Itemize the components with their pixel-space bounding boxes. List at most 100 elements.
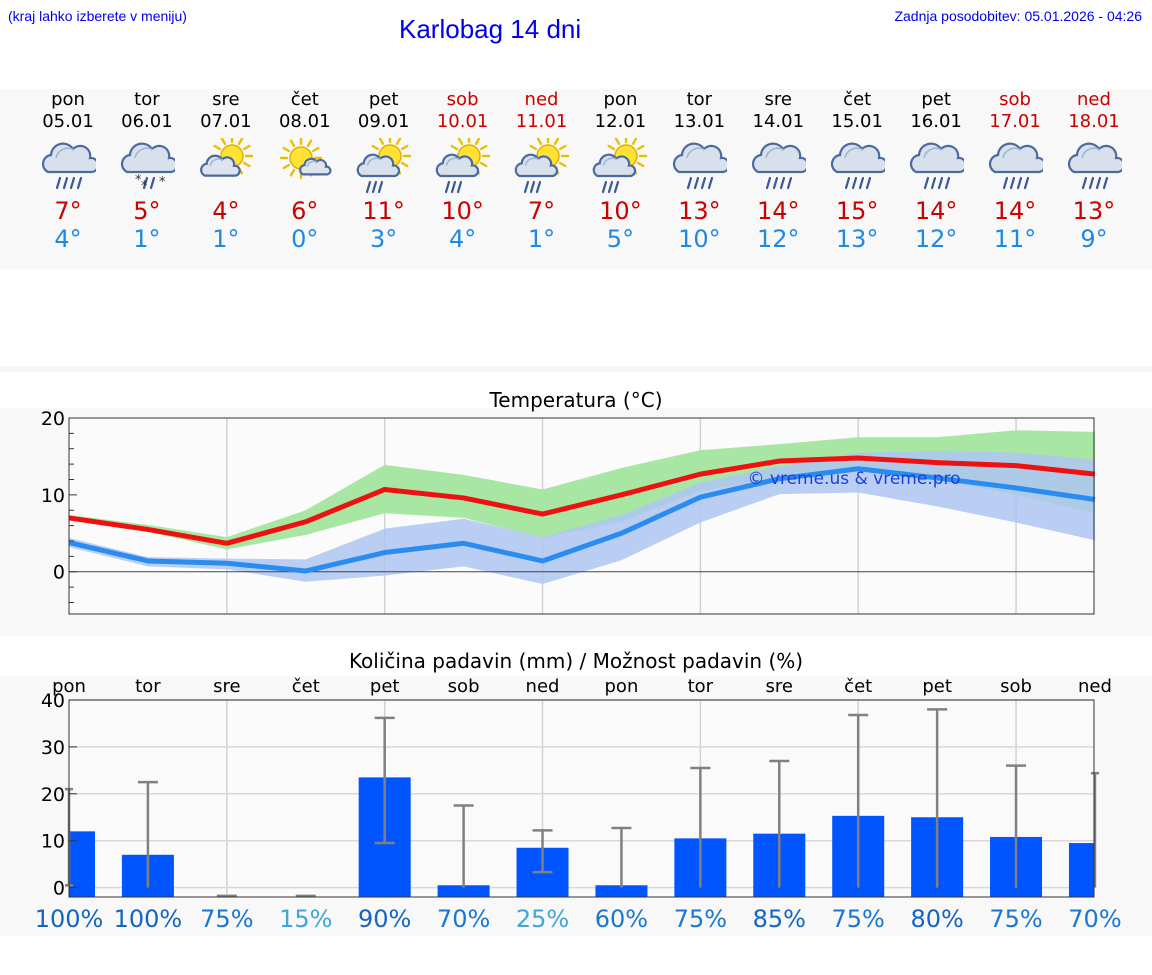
day-date: 07.01: [200, 111, 252, 132]
min-temperature: 12°: [756, 225, 800, 253]
y-tick-label: 10: [41, 485, 65, 507]
x-day-label: čet: [292, 676, 320, 697]
max-temperature-line: [68, 455, 1096, 546]
day-date: 16.01: [910, 111, 962, 132]
day-date: 17.01: [989, 111, 1041, 132]
sun-cloud-rain-icon: [514, 138, 569, 194]
x-day-label: tor: [135, 676, 161, 697]
max-temperature: 5°: [133, 197, 161, 225]
day-name: tor: [134, 89, 160, 110]
x-day-label: pon: [52, 676, 86, 697]
day-date: 13.01: [673, 111, 726, 132]
precipitation-probability: 90%: [358, 905, 411, 933]
precipitation-probability: 80%: [910, 905, 963, 933]
x-day-label: pet: [922, 676, 952, 697]
min-temperature: 4°: [54, 225, 82, 253]
max-temperature: 7°: [54, 197, 82, 225]
min-temperature: 9°: [1080, 225, 1108, 253]
max-temperature: 15°: [835, 197, 879, 225]
x-day-label: ned: [526, 676, 560, 697]
day-name: ned: [524, 89, 559, 110]
y-tick-label: 0: [53, 878, 65, 900]
day-name: pet: [921, 89, 951, 110]
x-day-label: pet: [370, 676, 400, 697]
max-temperature: 4°: [212, 197, 240, 225]
day-name: čet: [290, 89, 319, 110]
min-temperature: 3°: [370, 225, 398, 253]
day-date: 14.01: [752, 111, 805, 132]
max-temperature: 7°: [527, 197, 556, 225]
day-name: tor: [686, 89, 713, 110]
y-tick-label: 0: [53, 562, 65, 584]
svg-text:*: *: [159, 175, 166, 190]
day-date: 18.01: [1068, 111, 1120, 132]
precipitation-probability: 100%: [35, 905, 104, 933]
cloud-rain-icon: [831, 142, 886, 190]
day-name: sre: [764, 89, 792, 110]
precipitation-probability: 70%: [1068, 905, 1121, 933]
forecast-strip-background: [0, 89, 1152, 270]
day-name: pon: [603, 89, 638, 110]
precipitation-bar: [437, 885, 490, 897]
precipitation-probability: 75%: [674, 905, 727, 933]
x-day-label: sob: [448, 676, 480, 697]
min-temperature: 10°: [678, 225, 721, 253]
max-temperature: 10°: [441, 197, 484, 225]
svg-text:*: *: [135, 173, 142, 188]
y-tick-label: 40: [41, 690, 65, 712]
x-day-label: sre: [213, 676, 240, 697]
precipitation-bar: [1068, 843, 1094, 897]
day-date: 06.01: [121, 111, 173, 132]
precipitation-probability: 75%: [200, 905, 253, 933]
location-hint: (kraj lahko izberete v meniju): [8, 8, 187, 24]
min-temperature-line: [68, 466, 1096, 574]
cloud-rain-snow-icon: * * *: [120, 142, 175, 194]
x-day-label: tor: [688, 676, 714, 697]
day-date: 15.01: [831, 111, 883, 132]
last-updated: Zadnja posodobitev: 05.01.2026 - 04:26: [894, 8, 1142, 24]
min-temperature: 1°: [133, 225, 161, 253]
max-temperature: 11°: [362, 197, 405, 225]
x-day-label: sre: [766, 676, 793, 697]
day-name: čet: [843, 89, 872, 110]
day-name: sob: [446, 89, 479, 110]
day-name: sre: [212, 89, 240, 110]
sun-cloud-icon: [199, 138, 254, 178]
precipitation-bar: [69, 831, 95, 897]
y-tick-label: 20: [41, 410, 65, 430]
min-temperature: 0°: [291, 225, 319, 253]
min-temperature: 4°: [448, 225, 477, 253]
min-temperature: 1°: [212, 225, 240, 253]
day-date: 12.01: [594, 111, 647, 132]
cloud-rain-icon: [41, 142, 96, 190]
sun-cloud-rain-icon: [593, 138, 648, 194]
page-title: Karlobag 14 dni: [399, 14, 582, 44]
cloud-rain-icon: [910, 142, 965, 190]
day-name: sob: [999, 89, 1031, 110]
max-temperature: 14°: [756, 197, 800, 225]
temperature-chart-title: Temperatura (°C): [489, 388, 663, 412]
temperature-chart: 0 10 20 © vreme.us & vreme.pro: [41, 410, 1096, 615]
day-name: ned: [1076, 89, 1111, 110]
max-temperature: 13°: [678, 197, 721, 225]
cloud-rain-icon: [673, 142, 728, 190]
svg-text:*: *: [141, 179, 148, 194]
day-name: pon: [51, 89, 85, 110]
precipitation-probability: 25%: [516, 905, 569, 933]
day-date: 08.01: [278, 111, 331, 132]
precipitation-chart-title: Količina padavin (mm) / Možnost padavin …: [348, 649, 804, 673]
precipitation-probability: 75%: [989, 905, 1042, 933]
y-tick-label: 10: [41, 831, 65, 853]
min-temperature: 12°: [914, 225, 958, 253]
day-date: 10.01: [436, 111, 489, 132]
max-temperature: 13°: [1072, 197, 1116, 225]
watermark: © vreme.us & vreme.pro: [747, 469, 960, 489]
cloud-rain-icon: [1067, 142, 1122, 190]
x-day-label: sob: [1000, 676, 1032, 697]
precipitation-probability: 15%: [279, 905, 332, 933]
min-spread-band: [69, 451, 1095, 585]
y-tick-label: 20: [41, 784, 65, 806]
cloud-rain-icon: [988, 142, 1044, 190]
day-date: 09.01: [357, 111, 410, 132]
